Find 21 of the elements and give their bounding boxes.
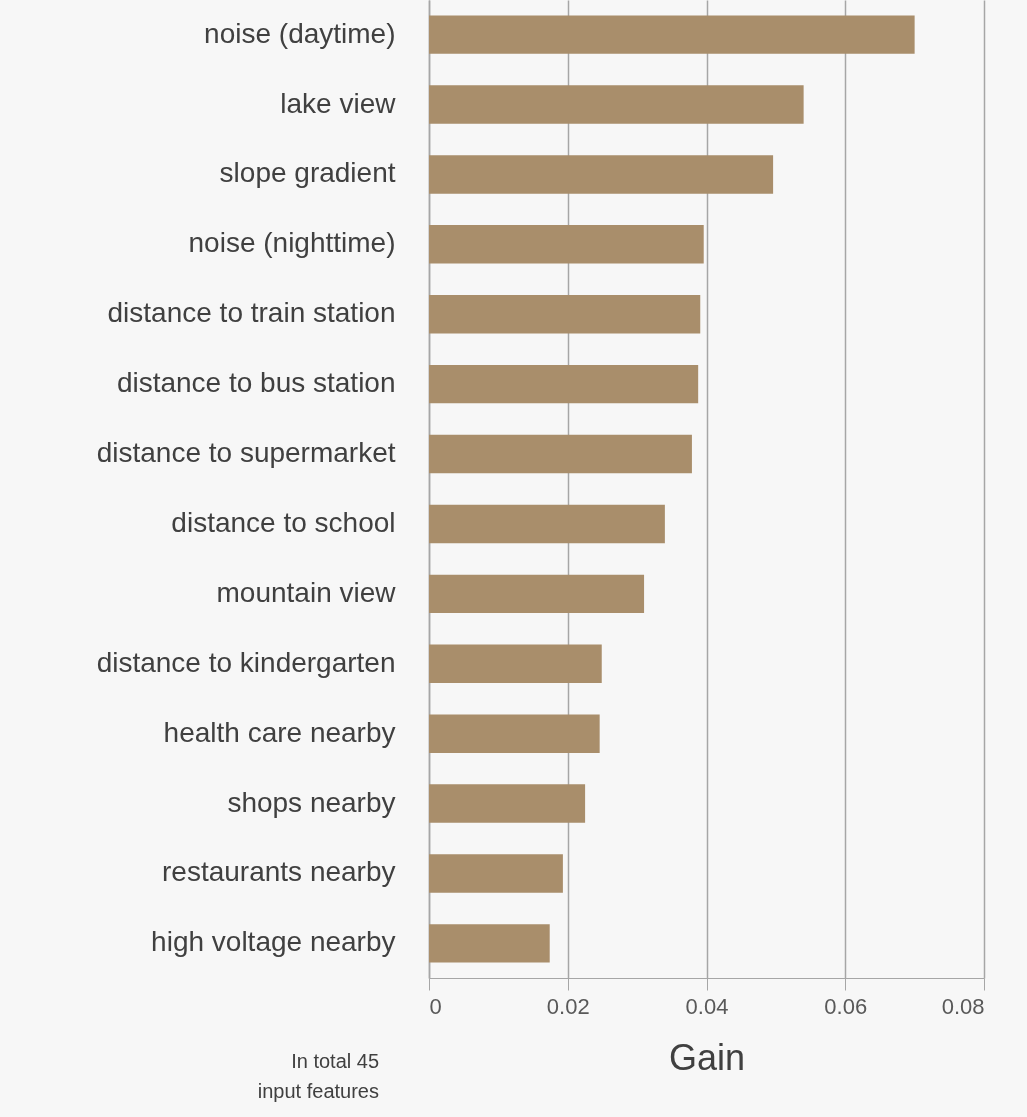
text: In total 45 input features (257, 1050, 379, 1102)
x-axis-title: Gain (668, 1036, 746, 1078)
y-tick-label: distance to supermarket (96, 437, 396, 469)
x-tick-label: 0.08 (941, 993, 985, 1019)
x-tick-label: 0.06 (824, 993, 868, 1019)
x-tick-label: 0 (429, 993, 442, 1019)
y-tick-label: distance to train station (107, 297, 396, 329)
x-tick-label: 0.02 (546, 993, 590, 1019)
y-tick-label: distance to bus station (116, 367, 396, 399)
y-tick-label: mountain view (216, 576, 397, 608)
x-tick-label: 0.04 (685, 993, 729, 1019)
y-tick-label: noise (daytime) (204, 17, 396, 49)
y-tick-label: slope gradient (219, 157, 396, 189)
y-tick-label: high voltage nearby (151, 926, 396, 958)
y-tick-label: shops nearby (227, 786, 396, 818)
y-tick-label: restaurants nearby (162, 856, 396, 888)
y-tick-label: noise (nighttime) (188, 227, 396, 259)
y-tick-label: distance to kindergarten (96, 646, 396, 678)
y-tick-label: lake view (280, 87, 397, 119)
y-tick-label: health care nearby (163, 716, 396, 748)
y-tick-label: distance to school (171, 506, 396, 538)
